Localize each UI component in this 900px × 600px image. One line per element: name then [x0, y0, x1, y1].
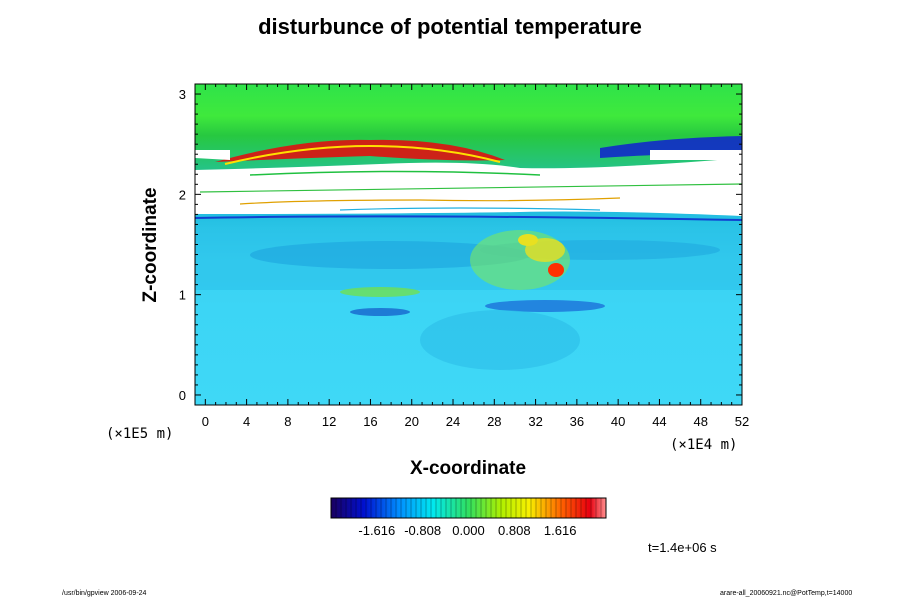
colorbar-frame [330, 497, 607, 519]
y-tick-labels: 0 1 2 3 [179, 87, 186, 403]
colorbar-tick-label: -0.808 [404, 523, 441, 538]
footer-right: arare-all_20060921.nc@PotTemp,t=14000 [720, 590, 853, 597]
y-unit-label: (×1E5 m) [106, 426, 174, 442]
x-tick-label: 24 [446, 414, 460, 429]
colorbar-tick-label: 0.000 [452, 523, 485, 538]
x-tick-label: 0 [202, 414, 209, 429]
colorbar-tick-label: 0.808 [498, 523, 531, 538]
colorbar [331, 498, 606, 518]
y-tick-label: 3 [179, 87, 186, 102]
x-tick-label: 48 [693, 414, 707, 429]
x-tick-label: 8 [284, 414, 291, 429]
colorbar-labels: -1.616 -0.808 0.000 0.808 1.616 [358, 523, 576, 538]
x-tick-label: 40 [611, 414, 625, 429]
time-annotation: t=1.4e+06 s [648, 540, 717, 555]
x-tick-label: 28 [487, 414, 501, 429]
x-tick-label: 32 [528, 414, 542, 429]
footer-left: /usr/bin/gpview 2006-09-24 [62, 590, 147, 597]
x-tick-label: 12 [322, 414, 336, 429]
x-unit-label: (×1E4 m) [670, 437, 738, 453]
x-tick-label: 16 [363, 414, 377, 429]
colorbar-tick-label: 1.616 [544, 523, 577, 538]
y-axis-label: Z-coordinate [140, 187, 161, 303]
colorbar-tick-label: -1.616 [358, 523, 395, 538]
y-tick-label: 1 [179, 288, 186, 303]
heatmap-field [195, 84, 742, 405]
axis-ticks [195, 83, 743, 405]
y-tick-label: 2 [179, 187, 186, 202]
x-tick-label: 20 [405, 414, 419, 429]
colorbar-divisions [335, 498, 602, 518]
x-tick-labels: 0 4 8 12 16 20 24 28 32 36 40 44 48 52 [202, 414, 750, 429]
x-tick-label: 44 [652, 414, 666, 429]
chart-title: disturbunce of potential temperature [258, 14, 642, 39]
x-tick-label: 4 [243, 414, 250, 429]
x-tick-label: 36 [570, 414, 584, 429]
y-tick-label: 0 [179, 388, 186, 403]
x-tick-label: 52 [735, 414, 749, 429]
x-axis-label: X-coordinate [409, 458, 527, 479]
